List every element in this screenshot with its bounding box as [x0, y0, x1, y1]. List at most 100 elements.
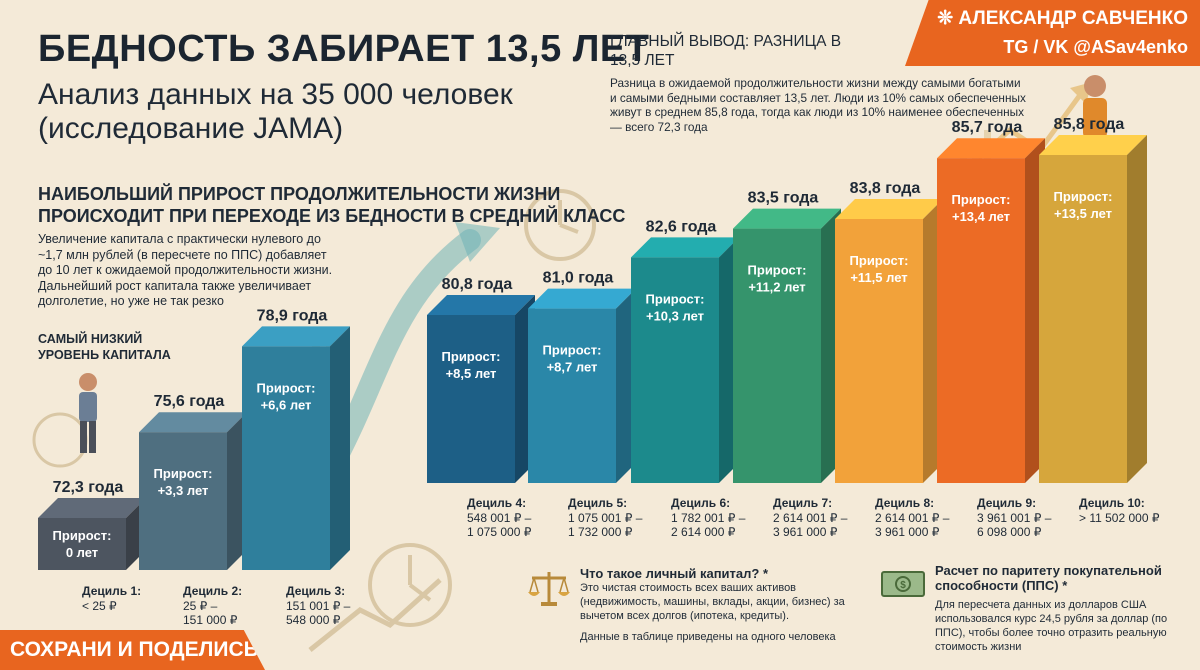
decile-range: > 11 502 000 ₽	[1079, 510, 1160, 525]
bar-top-2	[139, 412, 247, 433]
decile-range-end: 2 614 000 ₽	[671, 525, 736, 539]
bar-side-10	[1127, 135, 1147, 483]
save-and-share-banner[interactable]: СОХРАНИ И ПОДЕЛИСЬ	[0, 630, 265, 670]
growth-word-9: Прирост:	[952, 192, 1011, 207]
decile-range-end: 3 961 000 ₽	[773, 525, 838, 539]
value-label-9: 85,7 года	[952, 119, 1023, 136]
decile-label-2: Дециль 2: 25 ₽ –151 000 ₽	[183, 584, 242, 628]
growth-word-7: Прирост:	[748, 263, 807, 278]
growth-label-3: +6,6 лет	[261, 397, 312, 412]
bar-6	[631, 257, 719, 483]
bar-8	[835, 219, 923, 483]
decile-range-end: 6 098 000 ₽	[977, 525, 1042, 539]
growth-label-6: +10,3 лет	[646, 308, 704, 323]
growth-word-6: Прирост:	[646, 291, 705, 306]
growth-word-2: Прирост:	[154, 466, 213, 481]
value-label-8: 83,8 года	[850, 180, 921, 197]
value-label-10: 85,8 года	[1054, 116, 1125, 133]
value-label-2: 75,6 года	[154, 393, 225, 410]
decile-range-end: 3 961 000 ₽	[875, 525, 940, 539]
value-label-5: 81,0 года	[543, 270, 614, 287]
decile-label-8: Дециль 8: 2 614 001 ₽ –3 961 000 ₽	[875, 496, 949, 540]
decile-range: < 25 ₽	[82, 598, 117, 613]
decile-label-6: Дециль 6: 1 782 001 ₽ –2 614 000 ₽	[671, 496, 745, 540]
growth-word-3: Прирост:	[257, 380, 316, 395]
bar-top-3	[242, 326, 350, 347]
bar-top-1	[38, 498, 146, 518]
bar-top-10	[1039, 135, 1147, 155]
section-heading: НАИБОЛЬШИЙ ПРИРОСТ ПРОДОЛЖИТЕЛЬНОСТИ ЖИЗ…	[38, 184, 626, 226]
bar-5	[528, 308, 616, 483]
decile-range: 3 961 001 ₽ –	[977, 510, 1052, 525]
growth-word-8: Прирост:	[850, 253, 909, 268]
growth-word-4: Прирост:	[442, 349, 501, 364]
bar-3	[242, 346, 330, 570]
decile-range-end: 548 000 ₽	[286, 613, 341, 627]
decile-range: 1 075 001 ₽ –	[568, 510, 643, 525]
decile-name: Дециль 5:	[568, 496, 628, 510]
decile-range: 2 614 001 ₽ –	[875, 510, 950, 525]
decile-range-end: 1 075 000 ₽	[467, 525, 532, 539]
clock-icon	[368, 543, 452, 627]
page-subtitle: Анализ данных на 35 000 человек (исследо…	[38, 78, 513, 145]
bar-top-9	[937, 138, 1045, 159]
decile-label-7: Дециль 7: 2 614 001 ₽ –3 961 000 ₽	[773, 496, 847, 540]
decile-label-5: Дециль 5: 1 075 001 ₽ –1 732 000 ₽	[568, 496, 642, 540]
bar-9	[937, 158, 1025, 483]
decile-name: Дециль 7:	[773, 496, 833, 510]
bar-10	[1039, 155, 1127, 483]
decile-label-9: Дециль 9: 3 961 001 ₽ –6 098 000 ₽	[977, 496, 1051, 540]
bar-1	[38, 518, 126, 570]
svg-text:$: $	[900, 580, 906, 591]
growth-word-5: Прирост:	[543, 343, 602, 358]
growth-word-1: Прирост:	[53, 528, 112, 543]
decile-label-10: Дециль 10: > 11 502 000 ₽	[1079, 496, 1159, 525]
bar-2	[139, 432, 227, 570]
ppp-info-title: Расчет по паритету покупательной способн…	[935, 563, 1162, 593]
bar-top-7	[733, 208, 841, 229]
decile-range: 548 001 ₽ –	[467, 510, 532, 525]
decile-label-4: Дециль 4: 548 001 ₽ –1 075 000 ₽	[467, 496, 531, 540]
scales-icon	[528, 572, 570, 606]
growth-label-2: +3,3 лет	[158, 483, 209, 498]
decile-name: Дециль 1:	[82, 584, 142, 598]
growth-label-8: +11,5 лет	[850, 270, 907, 285]
author-banner[interactable]: ❊ АЛЕКСАНДР САВЧЕНКО TG / VK @ASav4enko	[905, 0, 1200, 66]
bar-top-5	[528, 288, 636, 309]
bar-side-3	[330, 326, 350, 570]
decile-range: 1 782 001 ₽ –	[671, 510, 746, 525]
poor-person-icon	[79, 373, 97, 453]
decile-name: Дециль 8:	[875, 496, 935, 510]
growth-label-7: +11,2 лет	[748, 280, 805, 295]
decile-range: 25 ₽ –	[183, 598, 218, 613]
capital-info-title: Что такое личный капитал? *	[580, 566, 768, 581]
value-label-4: 80,8 года	[442, 276, 513, 293]
growth-label-9: +13,4 лет	[952, 209, 1010, 224]
bar-4	[427, 315, 515, 483]
author-handle: TG / VK @ASav4enko	[1003, 37, 1188, 57]
growth-label-5: +8,7 лет	[547, 360, 598, 375]
decile-name: Дециль 2:	[183, 584, 243, 598]
capital-info-note: Данные в таблице приведены на одного чел…	[580, 631, 836, 643]
decile-range-end: 151 000 ₽	[183, 613, 238, 627]
decile-range: 2 614 001 ₽ –	[773, 510, 848, 525]
decile-name: Дециль 10:	[1079, 496, 1145, 510]
author-name: ❊ АЛЕКСАНДР САВЧЕНКО	[937, 8, 1188, 29]
decile-name: Дециль 3:	[286, 584, 346, 598]
conclusion-heading: ГЛАВНЫЙ ВЫВОД: РАЗНИЦА В 13,5 ЛЕТ	[610, 33, 842, 69]
decile-name: Дециль 4:	[467, 496, 527, 510]
decile-name: Дециль 6:	[671, 496, 731, 510]
value-label-3: 78,9 года	[257, 307, 328, 324]
decile-label-1: Дециль 1: < 25 ₽	[82, 584, 141, 613]
rising-arrow-decor	[308, 578, 442, 652]
save-and-share-label: СОХРАНИ И ПОДЕЛИСЬ	[10, 638, 259, 661]
conclusion-text: Разница в ожидаемой продолжительности жи…	[610, 76, 1026, 134]
ppp-info-text: Для пересчета данных из долларов США исп…	[935, 599, 1168, 653]
growth-label-10: +13,5 лет	[1054, 206, 1112, 221]
bar-7	[733, 228, 821, 483]
capital-info-text: Это чистая стоимость всех ваших активов …	[580, 582, 845, 622]
clock-icon	[524, 189, 596, 261]
decile-range: 151 001 ₽ –	[286, 598, 351, 613]
value-label-7: 83,5 года	[748, 190, 819, 207]
